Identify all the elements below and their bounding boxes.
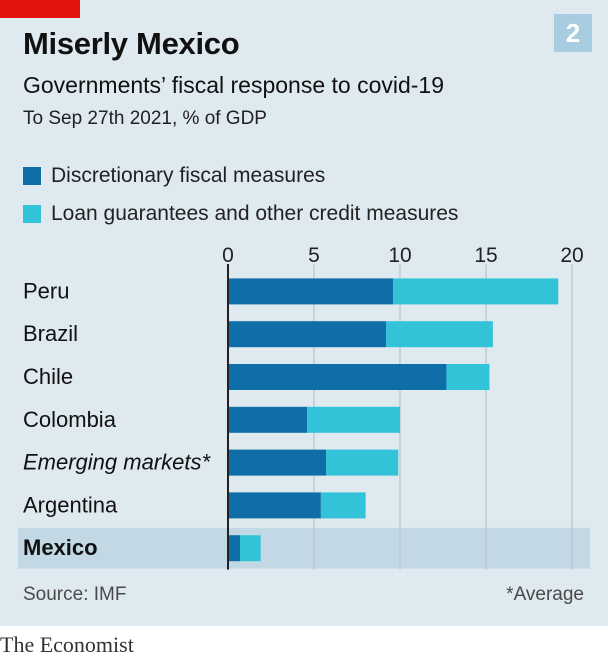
- stacked-bar-chart: 0 5 10 15 20 Peru Brazil Chile Colombia Emerging …: [18, 244, 590, 570]
- bar-chile-series-1: [228, 364, 447, 390]
- chart-panel: [0, 0, 608, 626]
- legend-item-loan-guarantees: Loan guarantees and other credit measure…: [23, 202, 458, 226]
- legend-swatch-loan-guarantees: [23, 205, 41, 223]
- bar-peru-series-1: [228, 278, 394, 305]
- category-label-chile: Chile: [23, 364, 73, 389]
- brand-red-tag: [0, 0, 80, 18]
- category-label-colombia: Colombia: [23, 407, 117, 432]
- highlight-band-mexico: [18, 527, 590, 569]
- category-label-brazil: Brazil: [23, 321, 78, 346]
- bar-chile-series-2: [446, 364, 490, 390]
- category-label-argentina: Argentina: [23, 492, 118, 517]
- category-label-emerging-markets: Emerging markets*: [23, 450, 212, 475]
- source-note: Source: IMF: [23, 584, 127, 605]
- bar-brazil-series-2: [386, 321, 493, 348]
- x-tick-label-0: 0: [222, 244, 234, 267]
- bar-colombia-series-1: [228, 406, 308, 433]
- bar-brazil-series-1: [228, 321, 387, 348]
- x-tick-label-10: 10: [388, 244, 411, 267]
- bar-mexico-series-1: [228, 535, 241, 562]
- chart-title: Miserly Mexico: [23, 26, 240, 61]
- x-tick-label-15: 15: [474, 244, 497, 267]
- legend-swatch-discretionary: [23, 167, 41, 185]
- bar-mexico-series-2: [240, 535, 261, 562]
- chart-units-note: To Sep 27th 2021, % of GDP: [23, 108, 267, 129]
- legend-item-discretionary: Discretionary fiscal measures: [23, 164, 325, 188]
- category-label-peru: Peru: [23, 278, 69, 303]
- bar-emerging-markets-series-1: [228, 449, 327, 476]
- x-tick-label-5: 5: [308, 244, 320, 267]
- bar-colombia-series-2: [307, 406, 400, 433]
- brand-wordmark: The Economist: [0, 632, 134, 657]
- chart-number-badge: 2: [554, 14, 592, 52]
- x-tick-label-20: 20: [560, 244, 583, 267]
- legend-label-discretionary: Discretionary fiscal measures: [51, 164, 326, 187]
- legend-label-loan-guarantees: Loan guarantees and other credit measure…: [51, 202, 459, 225]
- category-label-mexico: Mexico: [23, 535, 98, 560]
- bar-argentina-series-2: [320, 492, 366, 519]
- average-footnote: *Average: [506, 584, 584, 605]
- bar-peru-series-2: [393, 278, 559, 305]
- bar-argentina-series-1: [228, 492, 321, 519]
- bar-emerging-markets-series-2: [326, 449, 399, 476]
- chart-subtitle: Governments’ fiscal response to covid-19: [23, 72, 445, 98]
